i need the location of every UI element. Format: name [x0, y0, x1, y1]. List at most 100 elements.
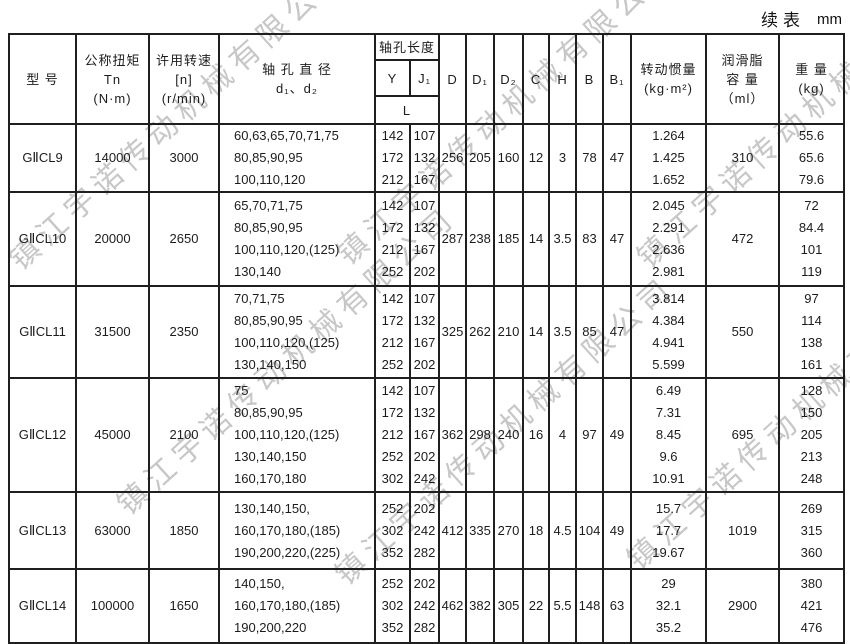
weight-list: 72 84.4 101 119: [798, 198, 825, 279]
cell-torque: 14000: [75, 123, 150, 193]
cell-c: 16: [522, 377, 551, 493]
cell-d1: 382: [465, 568, 496, 644]
cell-d2: 240: [493, 377, 525, 493]
cell-d2: 185: [493, 191, 525, 287]
table-row: GⅡCL14 100000 1650 140,150, 160,170,180,…: [8, 568, 846, 644]
cell-c: 14: [522, 191, 551, 287]
weight-list: 128 150 205 213 248: [800, 383, 823, 486]
coupling-spec-table: 型 号 公称扭矩 Tn (N·m) 许用转速 [n] (r/min) 轴 孔 直…: [8, 33, 846, 644]
cell-inertia: 3.814 4.384 4.941 5.599: [630, 285, 708, 379]
cell-weight: 72 84.4 101 119: [778, 191, 846, 287]
bore-diameter-list: 65,70,71,75 80,85,90,95 100,110,120,(125…: [234, 198, 340, 279]
col-header-bore-diameter-label: 轴 孔 直 径 d₁、d₂: [262, 62, 332, 96]
cell-h: 4: [548, 377, 578, 493]
cell-y-lengths: 142 172 212 252 302: [374, 377, 411, 493]
unit-label: mm: [817, 11, 842, 28]
cell-b: 148: [575, 568, 605, 644]
cell-d2: 160: [493, 123, 525, 193]
col-header-b: B: [575, 33, 605, 125]
col-header-j1-label: J₁: [418, 70, 431, 86]
col-header-c: C: [522, 33, 551, 125]
table-caption: 续表 mm: [0, 0, 842, 33]
cell-b1: 49: [602, 491, 633, 570]
cell-d2: 270: [493, 491, 525, 570]
table-row: GⅡCL13 63000 1850 130,140,150, 160,170,1…: [8, 491, 846, 570]
y-length-list: 252 302 352: [381, 576, 404, 635]
cell-weight: 380 421 476: [778, 568, 846, 644]
cell-speed: 2100: [148, 377, 220, 493]
l-length-list: 202 242 282: [413, 500, 436, 560]
cell-torque: 100000: [75, 568, 150, 644]
cell-b1: 47: [602, 191, 633, 287]
col-header-torque-label: 公称扭矩 Tn (N·m): [84, 52, 141, 106]
col-header-model: 型 号: [8, 33, 77, 125]
inertia-list: 1.264 1.425 1.652: [652, 128, 685, 187]
cell-bore-diameters: 140,150, 160,170,180,(185) 190,200,220: [218, 568, 376, 644]
cell-b1: 47: [602, 123, 633, 193]
bore-diameter-list: 75 80,85,90,95 100,110,120,(125) 130,140…: [234, 383, 340, 486]
col-header-bore-diameter: 轴 孔 直 径 d₁、d₂: [218, 33, 376, 125]
cell-l-lengths: 107 132 167 202: [408, 191, 441, 287]
col-header-y: Y: [374, 59, 411, 97]
cell-d: 412: [438, 491, 468, 570]
y-length-list: 252 302 352: [381, 500, 404, 560]
cell-model: GⅡCL9: [8, 123, 77, 193]
col-header-b1: B₁: [602, 33, 633, 125]
col-header-torque: 公称扭矩 Tn (N·m): [75, 33, 150, 125]
cell-y-lengths: 252 302 352: [374, 491, 411, 570]
cell-c: 18: [522, 491, 551, 570]
cell-d1: 205: [465, 123, 496, 193]
cell-d1: 262: [465, 285, 496, 379]
l-length-list: 107 132 167: [413, 128, 436, 187]
col-header-l: L: [373, 95, 441, 125]
cell-y-lengths: 142 172 212 252: [374, 285, 411, 379]
cell-model: GⅡCL10: [8, 191, 77, 287]
cell-d2: 305: [493, 568, 525, 644]
cell-d: 325: [438, 285, 468, 379]
cell-h: 4.5: [548, 491, 578, 570]
weight-list: 380 421 476: [800, 576, 823, 635]
bore-diameter-list: 130,140,150, 160,170,180,(185) 190,200,2…: [234, 500, 341, 560]
inertia-list: 29 32.1 35.2: [655, 576, 682, 635]
cell-grease: 472: [705, 191, 781, 287]
cell-inertia: 29 32.1 35.2: [630, 568, 708, 644]
col-header-model-label: 型 号: [26, 71, 59, 87]
col-header-h: H: [548, 33, 578, 125]
y-length-list: 142 172 212 252: [381, 291, 404, 372]
cell-d: 287: [438, 191, 468, 287]
col-header-d2: D₂: [493, 33, 525, 125]
inertia-list: 6.49 7.31 8.45 9.6 10.91: [652, 383, 685, 486]
y-length-list: 142 172 212: [381, 128, 404, 187]
cell-l-lengths: 107 132 167 202 242: [408, 377, 441, 493]
col-header-bore-length: 轴孔长度: [373, 33, 441, 61]
cell-grease: 550: [705, 285, 781, 379]
cell-grease: 310: [705, 123, 781, 193]
cell-speed: 3000: [148, 123, 220, 193]
col-header-speed: 许用转速 [n] (r/min): [148, 33, 220, 125]
continued-table-label: 续表: [761, 11, 805, 30]
cell-y-lengths: 142 172 212 252: [374, 191, 411, 287]
cell-h: 3: [548, 123, 578, 193]
cell-d: 362: [438, 377, 468, 493]
cell-weight: 97 114 138 161: [778, 285, 846, 379]
col-header-inertia: 转动惯量 (kg·m²): [630, 33, 708, 125]
inertia-list: 2.045 2.291 2.636 2.981: [652, 198, 685, 279]
cell-d1: 335: [465, 491, 496, 570]
cell-bore-diameters: 75 80,85,90,95 100,110,120,(125) 130,140…: [218, 377, 376, 493]
cell-l-lengths: 202 242 282: [408, 568, 441, 644]
cell-torque: 31500: [75, 285, 150, 379]
cell-bore-diameters: 130,140,150, 160,170,180,(185) 190,200,2…: [218, 491, 376, 570]
cell-torque: 45000: [75, 377, 150, 493]
cell-inertia: 6.49 7.31 8.45 9.6 10.91: [630, 377, 708, 493]
cell-weight: 269 315 360: [778, 491, 846, 570]
col-header-b-label: B: [584, 71, 595, 87]
cell-c: 22: [522, 568, 551, 644]
cell-h: 3.5: [548, 285, 578, 379]
col-header-d2-label: D₂: [500, 71, 517, 87]
table-row: GⅡCL10 20000 2650 65,70,71,75 80,85,90,9…: [8, 191, 846, 287]
cell-speed: 1850: [148, 491, 220, 570]
bore-diameter-list: 60,63,65,70,71,75 80,85,90,95 100,110,12…: [234, 128, 339, 187]
y-length-list: 142 172 212 252: [381, 198, 404, 279]
cell-bore-diameters: 70,71,75 80,85,90,95 100,110,120,(125) 1…: [218, 285, 376, 379]
cell-b: 78: [575, 123, 605, 193]
